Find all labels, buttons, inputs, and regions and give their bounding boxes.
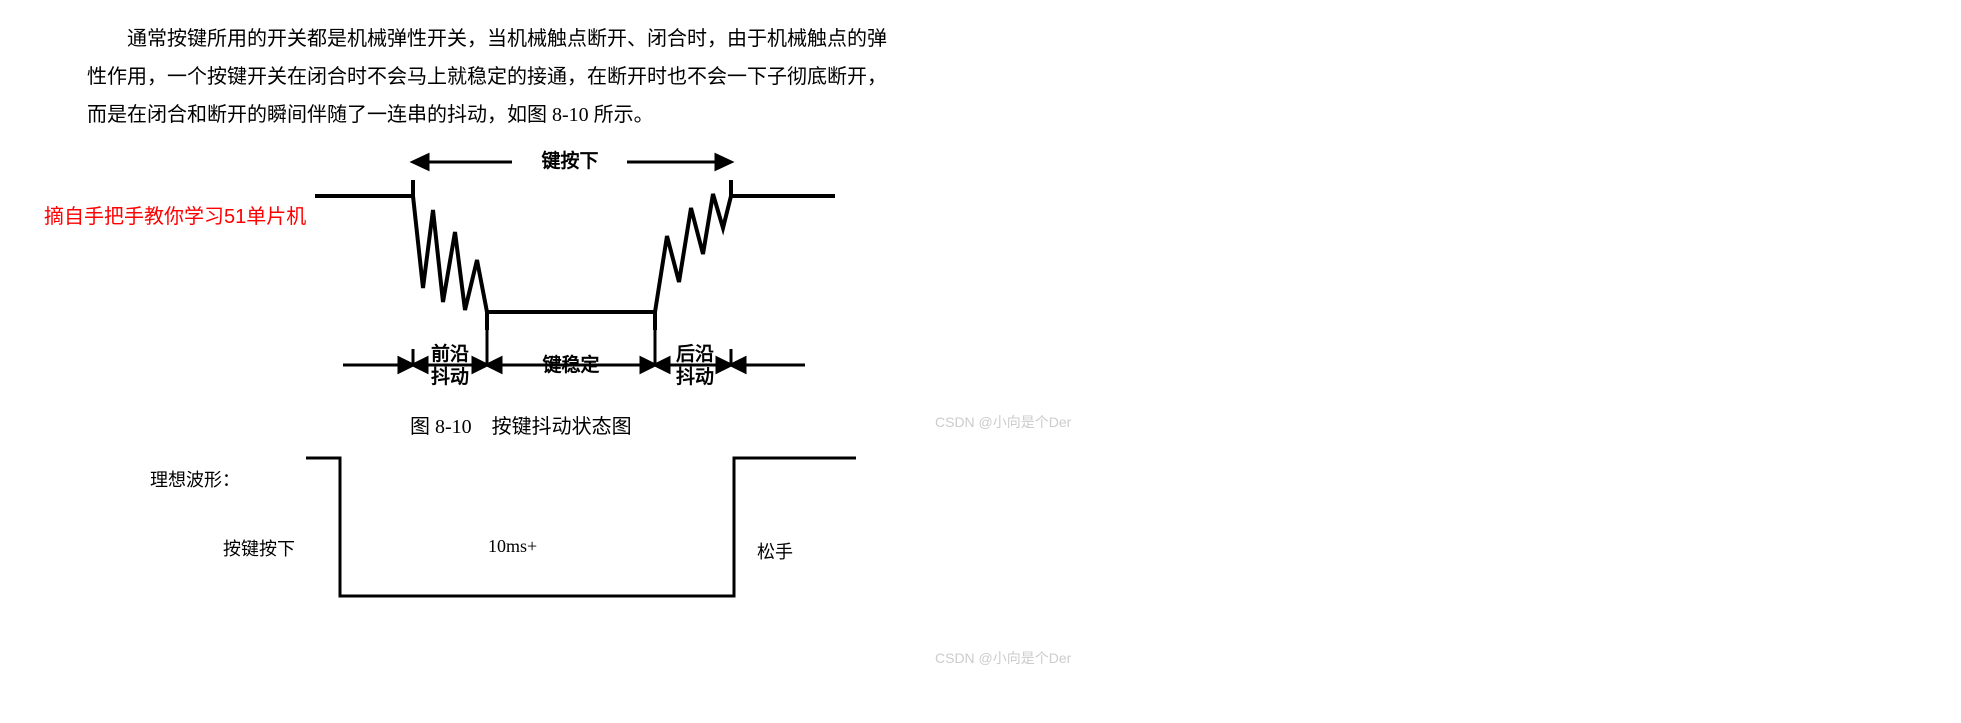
para-line-3: 而是在闭合和断开的瞬间伴随了一连串的抖动，如图 8-10 所示。 — [87, 96, 997, 134]
bounce-diagram: 键按下 前沿 抖动 键稳定 后沿 抖动 — [315, 140, 835, 400]
press-label: 按键按下 — [223, 535, 295, 561]
watermark-2: CSDN @小向是个Der — [935, 648, 1071, 668]
source-annotation: 摘自手把手教你学习51单片机 — [44, 200, 306, 229]
ideal-wave-svg — [306, 448, 856, 618]
diagram-label-trailing: 后沿 抖动 — [665, 344, 725, 390]
ideal-wave-label: 理想波形： — [150, 466, 240, 492]
diagram-label-top: 键按下 — [525, 151, 615, 174]
para-line-2: 性作用，一个按键开关在闭合时不会马上就稳定的接通，在断开时也不会一下子彻底断开， — [87, 58, 997, 96]
para-line-1: 通常按键所用的开关都是机械弹性开关，当机械触点断开、闭合时，由于机械触点的弹 — [87, 20, 997, 58]
watermark-1: CSDN @小向是个Der — [935, 412, 1071, 432]
description-paragraph: 通常按键所用的开关都是机械弹性开关，当机械触点断开、闭合时，由于机械触点的弹 性… — [87, 20, 997, 134]
diagram-title: 图 8-10 按键抖动状态图 — [410, 410, 632, 439]
diagram-label-leading: 前沿 抖动 — [420, 344, 480, 390]
diagram-label-stable: 键稳定 — [531, 355, 611, 378]
